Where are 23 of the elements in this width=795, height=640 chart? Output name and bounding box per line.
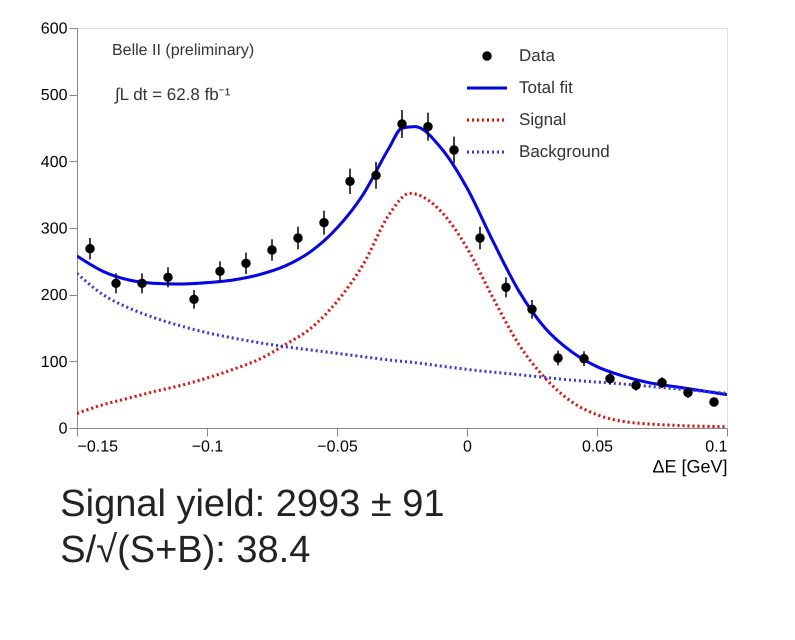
text: Signal yield: 2993 ± 91 [60,483,445,525]
x-tick-label: 0.1 [705,438,728,456]
legend-label: Signal [519,110,566,129]
x-axis-title: ΔE [GeV] [652,456,728,476]
x-tick-label: 0 [463,438,472,456]
line-series [77,272,727,395]
annotation: Belle II (preliminary) [112,42,254,59]
y-tick-label: 300 [40,220,68,238]
y-tick-label: 400 [40,154,68,171]
y-tick-label: 100 [40,354,68,371]
x-tick-label: −0.15 [78,438,118,456]
text: S/√(S+B): 38.4 [60,529,310,571]
y-tick-label: 0 [58,420,68,438]
legend-label: Data [519,46,556,65]
legend-label: Total fit [519,78,574,97]
y-tick-label: 600 [40,20,68,38]
y-tick-label: 200 [40,287,68,304]
annotation: ∫L dt = 62.8 fb⁻¹ [114,85,231,104]
y-tick-label: 500 [40,87,68,104]
x-tick-label: −0.05 [317,438,358,456]
x-tick-label: 0.05 [582,438,614,456]
legend-label: Background [519,142,610,161]
x-tick-label: −0.1 [192,438,224,456]
